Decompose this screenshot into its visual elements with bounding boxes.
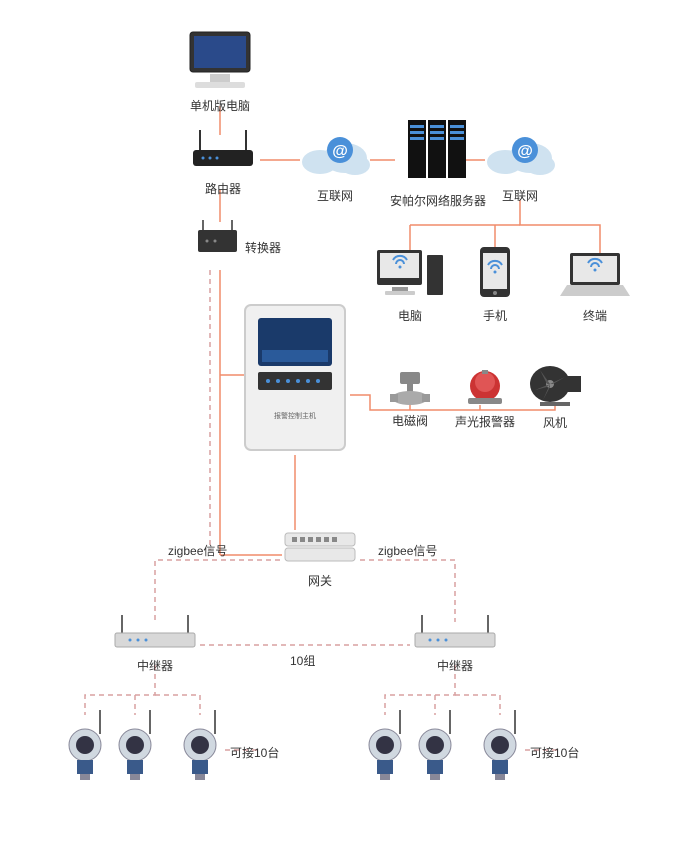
gas-sensor-icon: [110, 710, 160, 780]
zigbee-right-label: zigbee信号: [378, 538, 437, 559]
router-node: 路由器: [188, 128, 258, 197]
computer-node: 电脑: [375, 245, 445, 324]
fan-node: 风机: [525, 362, 585, 431]
repeater-right-label: 中继器: [410, 657, 500, 674]
gas-sensor-icon: [60, 710, 110, 780]
router-label: 路由器: [188, 180, 258, 197]
desktop-wifi-icon: [375, 245, 445, 300]
sensor-node: [475, 710, 525, 783]
repeater-left-node: 中继器: [110, 615, 200, 674]
server-node: 安帕尔网络服务器: [390, 115, 486, 209]
valve-icon: [385, 370, 435, 405]
alarm-icon: [460, 368, 510, 406]
gas-sensor-icon: [410, 710, 460, 780]
router-icon: [188, 128, 258, 173]
pc-standalone-node: 单机版电脑: [180, 30, 260, 114]
repeater-icon: [410, 615, 500, 650]
gateway-node: 网关: [280, 530, 360, 589]
valve-label: 电磁阀: [385, 412, 435, 429]
pc-label: 单机版电脑: [180, 97, 260, 114]
computer-label: 电脑: [375, 307, 445, 324]
conn-left-label: 可接10台: [230, 740, 279, 761]
converter-label: 转换器: [245, 239, 281, 256]
cloud-at-icon: @: [480, 130, 560, 180]
internet2-label: 互联网: [480, 187, 560, 204]
svg-text:@: @: [332, 143, 348, 160]
alarm-label: 声光报警器: [455, 413, 515, 430]
phone-node: 手机: [475, 245, 515, 324]
phone-label: 手机: [475, 307, 515, 324]
control-panel-node: 报警控制主机: [240, 300, 350, 458]
laptop-wifi-icon: [555, 250, 635, 300]
gas-sensor-icon: [175, 710, 225, 780]
internet1-label: 互联网: [295, 187, 375, 204]
repeater-icon: [110, 615, 200, 650]
internet1-node: @ 互联网: [295, 130, 375, 204]
terminal-node: 终端: [555, 250, 635, 324]
conn-right-label: 可接10台: [530, 740, 579, 761]
svg-text:@: @: [517, 143, 533, 160]
sensor-node: [360, 710, 410, 783]
gas-sensor-icon: [475, 710, 525, 780]
zigbee-left-label: zigbee信号: [168, 538, 227, 559]
repeater-mid-label: 10组: [290, 648, 315, 669]
svg-text:报警控制主机: 报警控制主机: [274, 411, 316, 420]
monitor-icon: [180, 30, 260, 90]
sensor-node: [175, 710, 225, 783]
alarm-node: 声光报警器: [455, 368, 515, 430]
cloud-at-icon: @: [295, 130, 375, 180]
repeater-right-node: 中继器: [410, 615, 500, 674]
fan-label: 风机: [525, 414, 585, 431]
phone-wifi-icon: [475, 245, 515, 300]
sensor-node: [110, 710, 160, 783]
server-icon: [398, 115, 478, 185]
valve-node: 电磁阀: [385, 370, 435, 429]
repeater-left-label: 中继器: [110, 657, 200, 674]
gateway-icon: [280, 530, 360, 565]
converter-node: 转换器: [195, 220, 240, 258]
sensor-node: [410, 710, 460, 783]
server-label: 安帕尔网络服务器: [390, 192, 486, 209]
terminal-label: 终端: [555, 307, 635, 324]
gas-sensor-icon: [360, 710, 410, 780]
internet2-node: @ 互联网: [480, 130, 560, 204]
fan-icon: [525, 362, 585, 407]
control-panel-icon: 报警控制主机: [240, 300, 350, 455]
sensor-node: [60, 710, 110, 783]
converter-icon: [195, 220, 240, 255]
gateway-label: 网关: [280, 572, 360, 589]
